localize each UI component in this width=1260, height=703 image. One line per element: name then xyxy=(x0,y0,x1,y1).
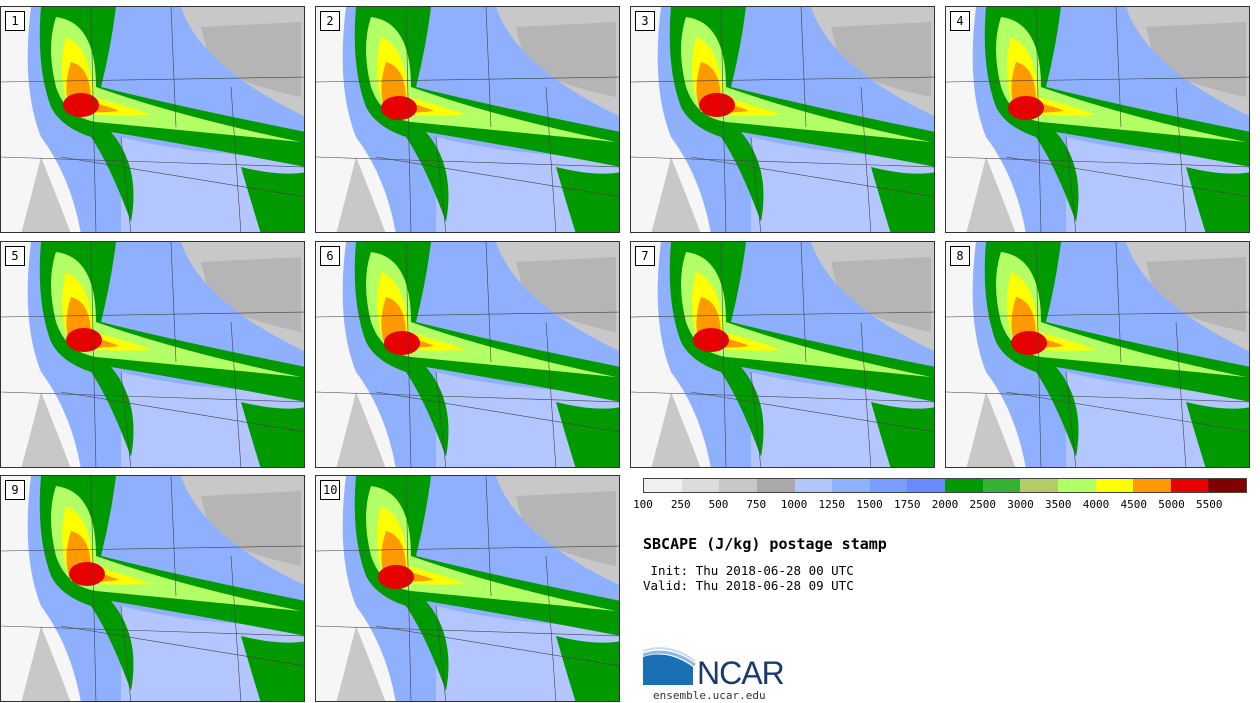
colorbar-segment xyxy=(982,479,1021,492)
colorbar-tick-label: 5500 xyxy=(1196,498,1223,511)
colorbar-tick-label: 1750 xyxy=(894,498,921,511)
panel-label: 2 xyxy=(320,11,340,31)
colorbar-tick-label: 4500 xyxy=(1120,498,1148,511)
map-panel-8: 8 xyxy=(945,241,1250,468)
panel-label: 5 xyxy=(5,246,25,266)
colorbar-tick-label: 2000 xyxy=(931,498,959,511)
colorbar-tick-label: 1000 xyxy=(780,498,808,511)
panel-label: 1 xyxy=(5,11,25,31)
cape-map xyxy=(946,242,1249,467)
colorbar-tick-label: 1500 xyxy=(856,498,883,511)
colorbar-segment xyxy=(1133,479,1171,492)
colorbar-tick-label: 750 xyxy=(746,498,767,511)
valid-time: Valid: Thu 2018-06-28 09 UTC xyxy=(643,578,854,593)
map-panel-3: 3 xyxy=(630,6,935,233)
ncar-logo-text: NCAR xyxy=(697,655,785,691)
colorbar-segment xyxy=(681,479,720,492)
colorbar-segment xyxy=(794,479,833,492)
cape-map xyxy=(631,242,934,467)
panel-label: 3 xyxy=(635,11,655,31)
colorbar-tick-label: 3500 xyxy=(1045,498,1072,511)
colorbar-segment xyxy=(719,479,757,492)
cape-map xyxy=(1,476,304,701)
colorbar-segment xyxy=(832,479,870,492)
cape-map xyxy=(1,7,304,232)
colorbar-segment xyxy=(1057,479,1096,492)
colorbar-tick-label: 500 xyxy=(708,498,729,511)
panel-label: 8 xyxy=(950,246,970,266)
map-panel-4: 4 xyxy=(945,6,1250,233)
cape-map xyxy=(631,7,934,232)
colorbar-tick-label: 4000 xyxy=(1082,498,1110,511)
map-panel-5: 5 xyxy=(0,241,305,468)
cape-map xyxy=(1,242,304,467)
map-panel-6: 6 xyxy=(315,241,620,468)
map-panel-9: 9 xyxy=(0,475,305,702)
ncar-logo-icon xyxy=(643,647,696,685)
cape-map xyxy=(316,242,619,467)
colorbar-segment xyxy=(1208,479,1246,492)
page-title: SBCAPE (J/kg) postage stamp xyxy=(643,535,887,553)
colorbar-segment xyxy=(644,479,682,492)
site-url[interactable]: ensemble.ucar.edu xyxy=(653,689,766,702)
colorbar-segment xyxy=(869,479,908,492)
map-panel-10: 10 xyxy=(315,475,620,702)
init-time: Init: Thu 2018-06-28 00 UTC xyxy=(643,563,854,578)
colorbar-segment xyxy=(756,479,795,492)
map-panel-1: 1 xyxy=(0,6,305,233)
colorbar-tick-label: 1250 xyxy=(818,498,846,511)
panel-label: 10 xyxy=(320,480,341,500)
colorbar-tick-label: 3000 xyxy=(1007,498,1034,511)
colorbar xyxy=(643,478,1247,493)
map-panel-2: 2 xyxy=(315,6,620,233)
cape-map xyxy=(946,7,1249,232)
colorbar-tick-label: 5000 xyxy=(1158,498,1185,511)
cape-map xyxy=(316,7,619,232)
colorbar-segment xyxy=(907,479,945,492)
panel-label: 4 xyxy=(950,11,970,31)
colorbar-ticks: 100 250 500 750 1000 1250 1500 1750 2000 2500 3000… xyxy=(633,498,1247,512)
colorbar-tick-label: 2500 xyxy=(969,498,997,511)
colorbar-segment xyxy=(1170,479,1209,492)
colorbar-tick-label: 100 xyxy=(633,498,653,511)
cape-map xyxy=(316,476,619,701)
colorbar-segment xyxy=(1095,479,1134,492)
colorbar-tick-label: 250 xyxy=(670,498,691,511)
panel-label: 7 xyxy=(635,246,655,266)
map-panel-7: 7 xyxy=(630,241,935,468)
panel-label: 9 xyxy=(5,480,25,500)
colorbar-segment xyxy=(1020,479,1058,492)
panel-label: 6 xyxy=(320,246,340,266)
colorbar-segment xyxy=(945,479,983,492)
